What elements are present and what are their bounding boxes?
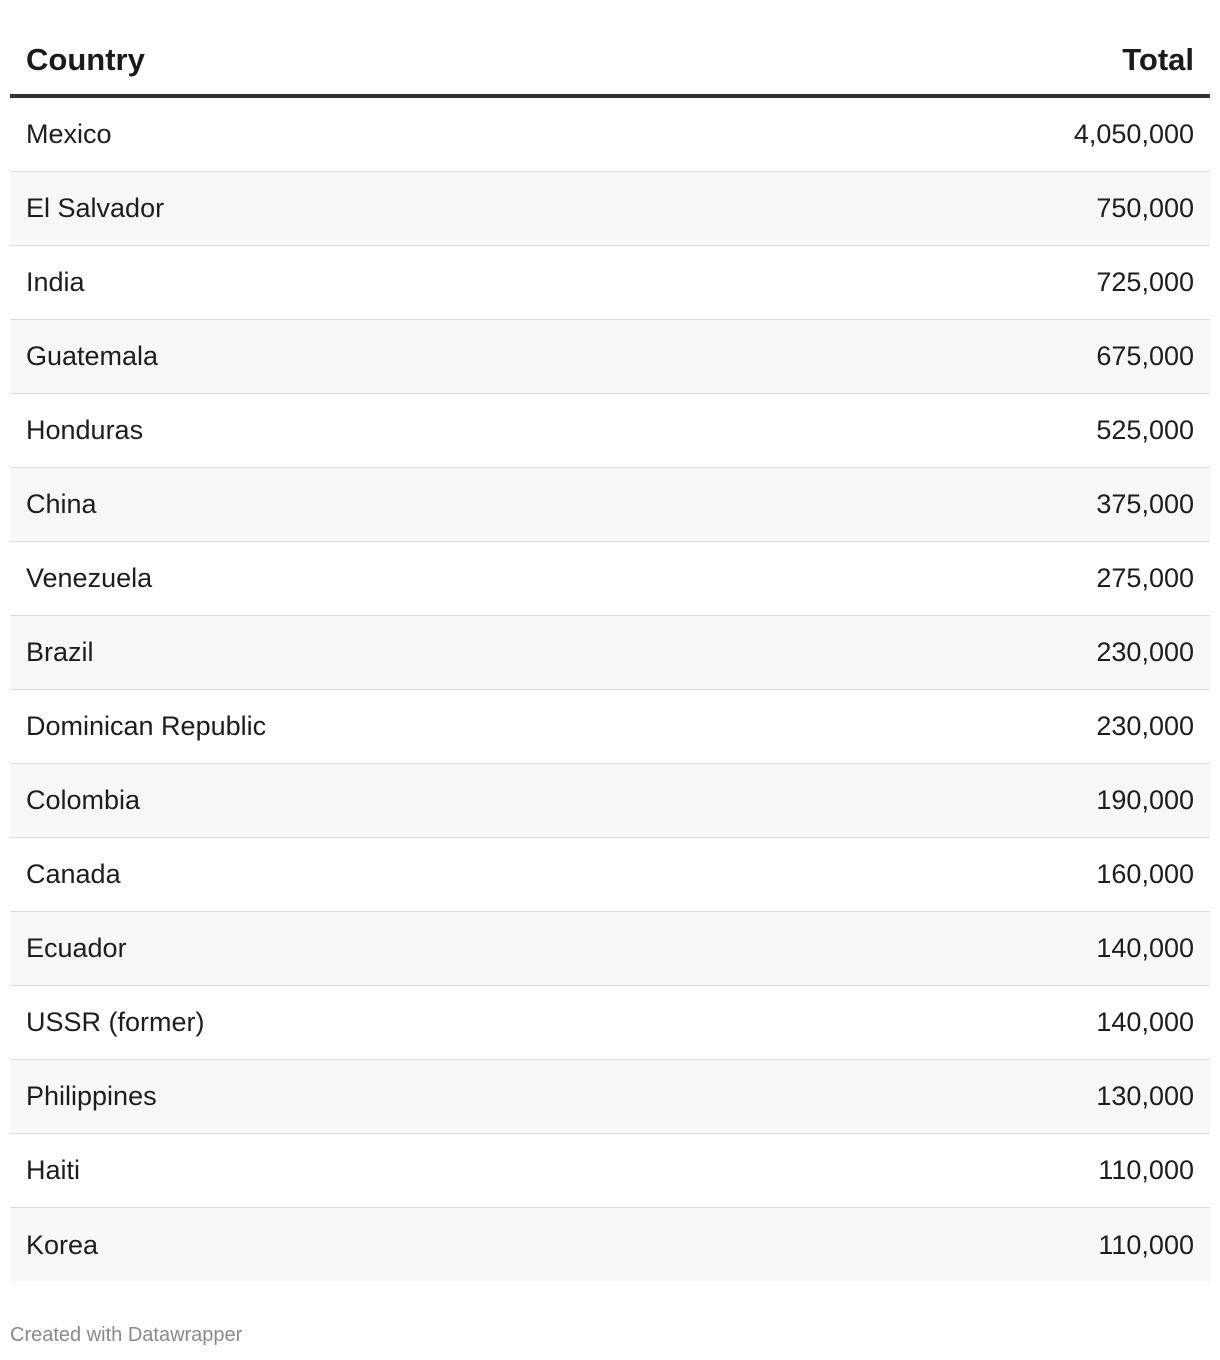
total-cell: 525,000 <box>1096 415 1194 445</box>
column-header-country[interactable]: Country <box>26 42 145 77</box>
total-cell: 230,000 <box>1096 637 1194 667</box>
data-table: Country Total Mexico 4,050,000 El Salvador… <box>10 26 1210 1282</box>
table-row: Philippines 130,000 <box>10 1060 1210 1134</box>
country-cell: El Salvador <box>26 193 165 223</box>
table-row: Brazil 230,000 <box>10 616 1210 690</box>
country-cell: Philippines <box>26 1081 157 1111</box>
table-body: Mexico 4,050,000 El Salvador 750,000 India 72… <box>10 98 1210 1282</box>
country-cell: India <box>26 267 85 297</box>
total-cell: 230,000 <box>1096 711 1194 741</box>
total-cell: 750,000 <box>1096 193 1194 223</box>
table-row: Haiti 110,000 <box>10 1134 1210 1208</box>
country-cell: Haiti <box>26 1155 81 1185</box>
column-header-total[interactable]: Total <box>1122 42 1194 77</box>
total-cell: 140,000 <box>1096 933 1194 963</box>
total-cell: 110,000 <box>1098 1155 1194 1185</box>
country-cell: Mexico <box>26 119 112 149</box>
total-cell: 275,000 <box>1096 563 1194 593</box>
table-row: India 725,000 <box>10 246 1210 320</box>
country-cell: Guatemala <box>26 341 159 371</box>
table-row: Mexico 4,050,000 <box>10 98 1210 172</box>
country-cell: Venezuela <box>26 563 153 593</box>
total-cell: 190,000 <box>1096 785 1194 815</box>
total-cell: 375,000 <box>1096 489 1194 519</box>
country-cell: Dominican Republic <box>26 711 267 741</box>
total-cell: 160,000 <box>1096 859 1194 889</box>
table-row: USSR (former) 140,000 <box>10 986 1210 1060</box>
total-cell: 675,000 <box>1096 341 1194 371</box>
table-row: Guatemala 675,000 <box>10 320 1210 394</box>
country-cell: Ecuador <box>26 933 127 963</box>
country-cell: China <box>26 489 97 519</box>
country-cell: USSR (former) <box>26 1007 205 1037</box>
country-cell: Colombia <box>26 785 141 815</box>
table-row: Venezuela 275,000 <box>10 542 1210 616</box>
table-row: Honduras 525,000 <box>10 394 1210 468</box>
table-row: Ecuador 140,000 <box>10 912 1210 986</box>
table-row: Colombia 190,000 <box>10 764 1210 838</box>
total-cell: 130,000 <box>1096 1081 1194 1111</box>
country-cell: Honduras <box>26 415 144 445</box>
table-row: El Salvador 750,000 <box>10 172 1210 246</box>
table-row: Canada 160,000 <box>10 838 1210 912</box>
table-row: Korea 110,000 <box>10 1208 1210 1282</box>
country-cell: Korea <box>26 1229 99 1260</box>
total-cell: 140,000 <box>1096 1007 1194 1037</box>
footer-credit: Created with Datawrapper <box>10 1324 243 1346</box>
country-cell: Canada <box>26 859 121 889</box>
total-cell: 4,050,000 <box>1073 119 1194 149</box>
total-cell: 110,000 <box>1098 1229 1194 1260</box>
table-header-row: Country Total <box>10 26 1210 98</box>
total-cell: 725,000 <box>1096 267 1194 297</box>
table-row: Dominican Republic 230,000 <box>10 690 1210 764</box>
table-row: China 375,000 <box>10 468 1210 542</box>
country-cell: Brazil <box>26 637 94 667</box>
